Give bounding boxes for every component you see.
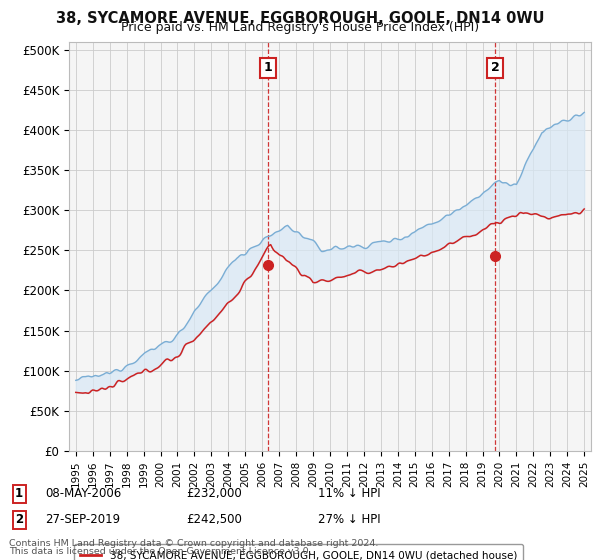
Text: 11% ↓ HPI: 11% ↓ HPI	[318, 487, 380, 501]
Text: 2: 2	[491, 61, 499, 74]
Text: 2: 2	[15, 513, 23, 526]
Text: 38, SYCAMORE AVENUE, EGGBOROUGH, GOOLE, DN14 0WU: 38, SYCAMORE AVENUE, EGGBOROUGH, GOOLE, …	[56, 11, 544, 26]
Text: Price paid vs. HM Land Registry's House Price Index (HPI): Price paid vs. HM Land Registry's House …	[121, 21, 479, 34]
Text: 1: 1	[264, 61, 272, 74]
Text: 1: 1	[15, 487, 23, 501]
Text: £232,000: £232,000	[186, 487, 242, 501]
Text: This data is licensed under the Open Government Licence v3.0.: This data is licensed under the Open Gov…	[9, 547, 311, 556]
Text: £242,500: £242,500	[186, 513, 242, 526]
Legend: 38, SYCAMORE AVENUE, EGGBOROUGH, GOOLE, DN14 0WU (detached house), HPI: Average : 38, SYCAMORE AVENUE, EGGBOROUGH, GOOLE, …	[74, 544, 523, 560]
Text: Contains HM Land Registry data © Crown copyright and database right 2024.: Contains HM Land Registry data © Crown c…	[9, 539, 379, 548]
Text: 08-MAY-2006: 08-MAY-2006	[45, 487, 121, 501]
Text: 27-SEP-2019: 27-SEP-2019	[45, 513, 120, 526]
Text: 27% ↓ HPI: 27% ↓ HPI	[318, 513, 380, 526]
